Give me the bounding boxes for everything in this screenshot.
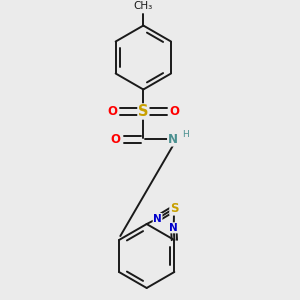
Text: O: O — [110, 133, 120, 146]
Text: N: N — [168, 133, 178, 146]
Text: H: H — [182, 130, 189, 139]
Text: N: N — [153, 214, 162, 224]
Text: O: O — [107, 105, 117, 118]
Text: S: S — [138, 104, 148, 119]
Text: S: S — [170, 202, 178, 215]
Text: O: O — [169, 105, 180, 118]
Text: N: N — [169, 223, 178, 233]
Text: CH₃: CH₃ — [134, 1, 153, 10]
